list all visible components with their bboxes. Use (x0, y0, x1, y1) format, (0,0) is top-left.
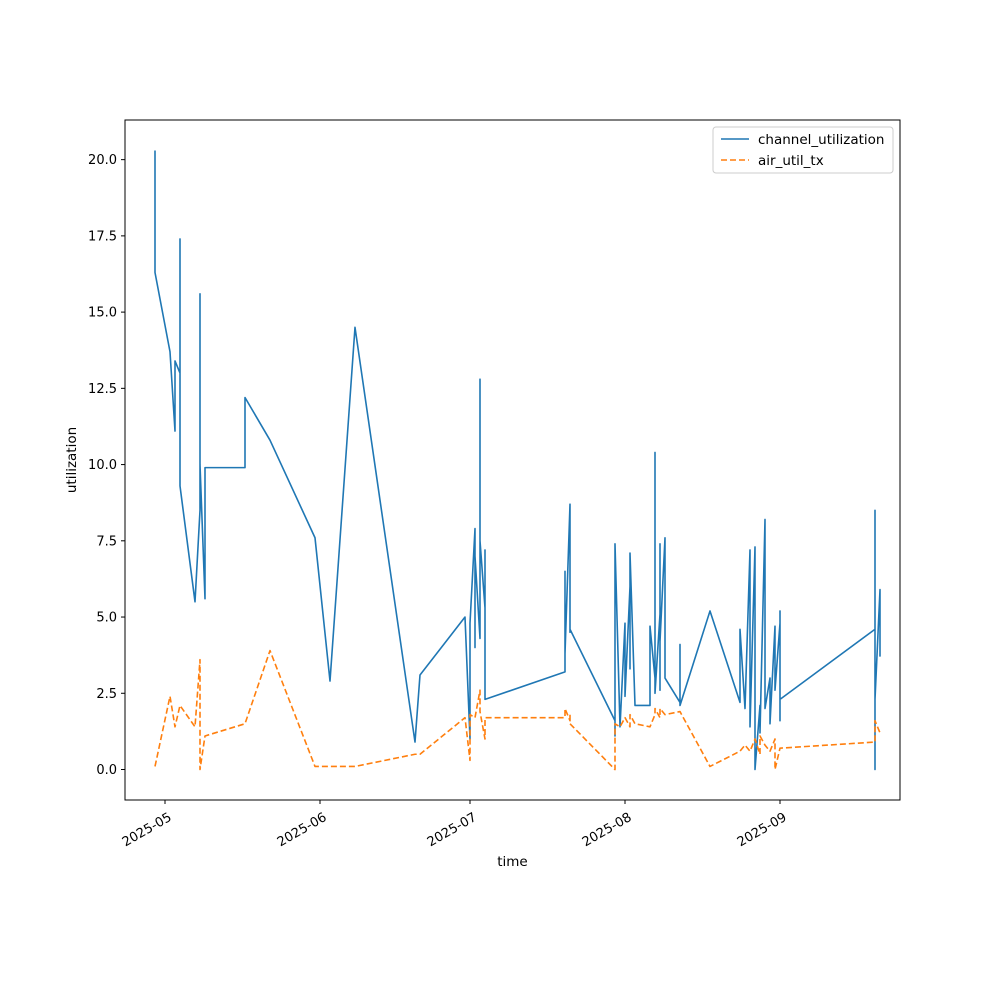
y-tick-label: 17.5 (88, 229, 117, 244)
y-tick-label: 20.0 (88, 153, 117, 168)
x-axis: 2025-05 2025-06 2025-07 2025-08 2025-09 (120, 800, 790, 850)
y-tick-label: 0.0 (96, 763, 117, 778)
x-axis-label: time (497, 854, 528, 870)
legend: channel_utilization air_util_tx (712, 126, 894, 174)
y-tick-label: 2.5 (96, 687, 117, 702)
y-axis: 0.0 2.5 5.0 7.5 10.0 12.5 15.0 17.5 20.0 (88, 153, 125, 778)
series-layer (154, 150, 881, 771)
y-tick-label: 12.5 (88, 382, 117, 397)
x-tick-label: 2025-05 (120, 810, 175, 850)
plot-area-frame (124, 119, 901, 801)
x-tick-label: 2025-07 (425, 810, 480, 850)
legend-label: channel_utilization (758, 132, 885, 148)
series-line-channel-utilization (154, 150, 881, 771)
x-tick-label: 2025-09 (735, 810, 790, 850)
legend-box (712, 126, 894, 174)
y-tick-label: 7.5 (96, 534, 117, 549)
x-tick-label: 2025-08 (580, 810, 635, 850)
y-tick-label: 10.0 (88, 458, 117, 473)
y-axis-label: utilization (64, 427, 80, 493)
y-tick-label: 5.0 (96, 611, 117, 626)
y-tick-label: 15.0 (88, 306, 117, 321)
x-tick-label: 2025-06 (275, 810, 330, 850)
legend-label: air_util_tx (758, 153, 824, 169)
